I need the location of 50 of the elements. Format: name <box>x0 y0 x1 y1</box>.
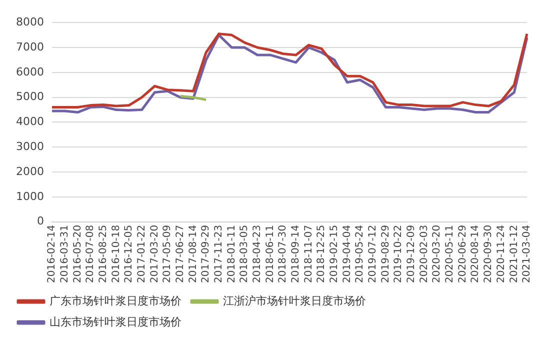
x-tick-label: 2020-06-29 <box>457 224 468 284</box>
x-tick-label: 2018-03-05 <box>239 224 250 284</box>
y-tick-label: 4000 <box>16 115 44 128</box>
x-tick-label: 2017-06-27 <box>174 224 186 284</box>
x-tick-label: 2016-12-05 <box>124 224 135 284</box>
x-tick-label: 2016-05-20 <box>72 224 84 284</box>
x-tick-label: 2017-08-14 <box>188 224 199 284</box>
y-tick-label: 5000 <box>16 90 44 104</box>
x-tick-label: 2017-01-22 <box>136 224 148 284</box>
x-tick-label: 2020-03-20 <box>432 224 443 284</box>
x-tick-label: 2016-08-25 <box>98 224 109 284</box>
x-tick-label: 2021-01-12 <box>508 224 520 284</box>
y-tick-label: 7000 <box>16 40 44 54</box>
x-tick-label: 2017-09-29 <box>200 224 212 284</box>
x-tick-label: 2017-05-09 <box>162 224 174 284</box>
x-tick-label: 2021-03-04 <box>522 224 533 284</box>
x-tick-label: 2020-02-03 <box>418 224 430 284</box>
x-tick-label: 2018-12-25 <box>316 224 328 284</box>
x-tick-label: 2018-01-11 <box>226 224 238 284</box>
x-tick-label: 2019-05-24 <box>354 224 366 284</box>
x-tick-label: 2016-10-18 <box>110 224 122 284</box>
x-tick-label: 2019-07-12 <box>368 224 379 284</box>
x-tick-label: 2018-11-07 <box>303 224 314 284</box>
x-tick-label: 2020-08-14 <box>470 224 482 284</box>
x-tick-label: 2018-04-23 <box>252 224 263 284</box>
x-tick-label: 2020-11-24 <box>496 224 507 284</box>
legend-label: 山东市场针叶浆日度市场价 <box>50 315 182 328</box>
x-tick-label: 2019-08-29 <box>380 224 392 284</box>
x-tick-label: 2017-11-23 <box>213 224 224 284</box>
x-tick-label: 2019-10-22 <box>393 224 404 284</box>
legend-label: 江浙沪市场针叶浆日度市场价 <box>223 294 366 308</box>
x-tick-label: 2017-03-20 <box>149 224 160 284</box>
x-tick-label: 2019-02-15 <box>329 224 340 284</box>
y-tick-label: 1000 <box>16 190 44 203</box>
x-tick-label: 2019-04-04 <box>342 224 353 284</box>
x-tick-label: 2018-07-30 <box>278 224 289 284</box>
y-tick-label: 0 <box>36 214 44 228</box>
x-tick-label: 2016-07-08 <box>85 224 96 284</box>
legend-label: 广东市场针叶浆日度市场价 <box>50 294 182 308</box>
x-tick-label: 2016-02-14 <box>46 224 58 284</box>
y-tick-label: 3000 <box>16 140 44 154</box>
x-tick-label: 2019-12-09 <box>406 224 418 284</box>
x-tick-label: 2020-05-11 <box>444 224 456 284</box>
y-tick-label: 2000 <box>16 164 44 178</box>
y-tick-label: 8000 <box>16 15 44 28</box>
x-tick-label: 2018-06-11 <box>264 224 276 284</box>
x-tick-label: 2016-03-31 <box>59 224 70 284</box>
x-tick-label: 2018-09-14 <box>290 224 302 284</box>
x-tick-label: 2020-09-30 <box>483 224 494 284</box>
y-tick-label: 6000 <box>16 65 44 78</box>
